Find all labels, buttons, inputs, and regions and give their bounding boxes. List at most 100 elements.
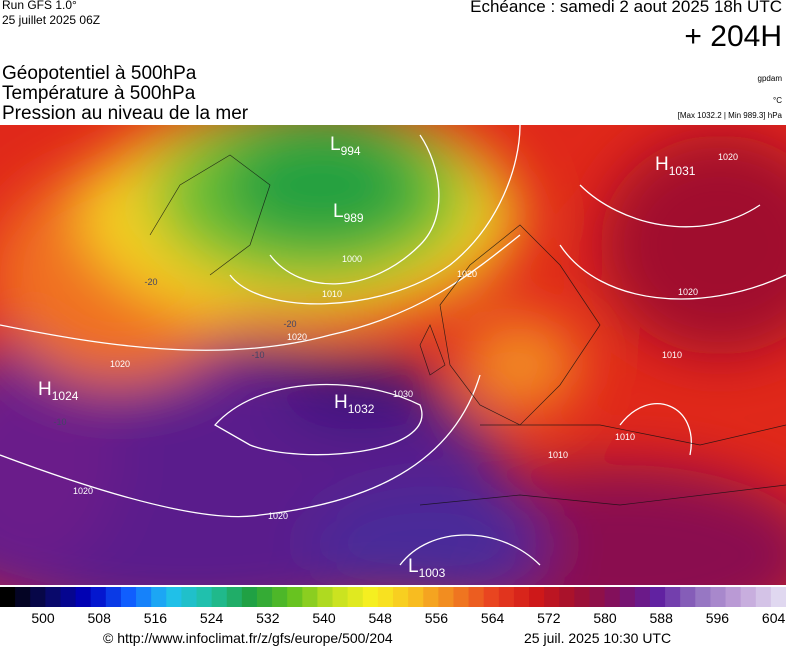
- run-date: 25 juillet 2025 06Z: [2, 13, 101, 27]
- scale-swatch: [740, 587, 757, 607]
- scale-swatch: [181, 587, 197, 607]
- scale-swatch: [529, 587, 545, 607]
- valid-time: Echéance : samedi 2 aout 2025 18h UTC: [470, 0, 782, 16]
- center-value: 1032: [348, 402, 375, 416]
- scale-swatch: [362, 587, 379, 607]
- scale-swatch: [151, 587, 167, 607]
- unit: [Max 1032.2 | Min 989.3] hPa: [677, 111, 782, 120]
- offset: + 204H: [684, 20, 782, 53]
- unit: °C: [773, 96, 782, 105]
- contour-label: 1010: [548, 450, 568, 460]
- unit: gpdam: [757, 74, 782, 83]
- scale-label: 516: [143, 610, 168, 626]
- scale-swatch: [649, 587, 666, 607]
- contour-label: 1010: [615, 432, 635, 442]
- scale-swatch: [211, 587, 228, 607]
- scale-swatch: [408, 587, 424, 607]
- contour-label: -10: [53, 417, 66, 427]
- scale-swatch: [665, 587, 681, 607]
- scale-label: 588: [649, 610, 673, 626]
- contour-label: 1020: [287, 332, 307, 342]
- scale-swatch: [559, 587, 575, 607]
- scale-label: 564: [480, 610, 505, 626]
- scale-swatch: [347, 587, 364, 607]
- scale-swatch: [423, 587, 439, 607]
- contour-label: 1010: [322, 289, 342, 299]
- contour-label: 1010: [662, 350, 682, 360]
- scale-swatch: [241, 587, 258, 607]
- pressure-center: H1024: [38, 379, 79, 403]
- scale-swatch: [393, 587, 409, 607]
- layer: Température à 500hPa: [2, 83, 196, 104]
- center-value: 1003: [419, 566, 446, 580]
- scale-swatch: [287, 587, 303, 607]
- scale-swatch: [317, 587, 334, 607]
- contour-label: 1020: [73, 486, 93, 496]
- center-value: 994: [341, 144, 361, 158]
- contour-label: -20: [144, 277, 157, 287]
- pressure-center: H1031: [655, 154, 696, 178]
- scale-label: 500: [31, 610, 55, 626]
- contour-label: 1020: [110, 359, 130, 369]
- source-url: © http://www.infoclimat.fr/z/gfs/europe/…: [103, 630, 393, 646]
- scale-swatch: [90, 587, 107, 607]
- color-scale: [0, 587, 786, 607]
- scale-swatch: [105, 587, 122, 607]
- run: Run GFS 1.0°: [2, 0, 77, 12]
- pressure-center: L989: [333, 201, 364, 225]
- center-value: 1031: [669, 164, 696, 178]
- contour-label: 1020: [678, 287, 698, 297]
- scale-swatch: [483, 587, 500, 607]
- scale-swatch: [468, 587, 485, 607]
- scale-label: 596: [705, 610, 730, 626]
- pressure-center: L994: [330, 134, 361, 158]
- center-letter: H: [655, 154, 669, 175]
- scale-swatch: [166, 587, 182, 607]
- contour-label: 1020: [718, 152, 738, 162]
- contour-label: -20: [283, 319, 296, 329]
- center-letter: L: [408, 556, 419, 577]
- scale-swatch: [226, 587, 243, 607]
- scale-swatch: [60, 587, 77, 607]
- scale-swatch: [453, 587, 470, 607]
- center-letter: H: [334, 392, 348, 413]
- contour-label: 1020: [457, 269, 477, 279]
- scale-label: 556: [424, 610, 449, 626]
- timestamp: 25 juil. 2025 10:30 UTC: [524, 630, 672, 646]
- scale-swatch: [680, 587, 696, 607]
- scale-label: 524: [199, 610, 224, 626]
- scale-label: 572: [537, 610, 561, 626]
- contour-label: 1020: [268, 511, 288, 521]
- scale-label: 604: [761, 610, 786, 626]
- center-letter: H: [38, 379, 52, 400]
- center-letter: L: [333, 201, 344, 222]
- center-value: 989: [344, 211, 364, 225]
- layer: Pression au niveau de la mer: [2, 103, 249, 124]
- scale-swatch: [256, 587, 273, 607]
- contour-label: 1030: [393, 389, 413, 399]
- scale-swatch: [0, 587, 16, 607]
- pressure-center: H1032: [334, 392, 375, 416]
- scale-label: 540: [312, 610, 336, 626]
- scale-swatch: [438, 587, 454, 607]
- pressure-center: L1003: [408, 556, 446, 580]
- scale-swatch: [574, 587, 590, 607]
- scale-swatch: [725, 587, 742, 607]
- scale-swatch: [513, 587, 530, 607]
- scale-swatch: [75, 587, 92, 607]
- scale-swatch: [710, 587, 727, 607]
- center-letter: L: [330, 134, 341, 155]
- scale-swatch: [498, 587, 515, 607]
- scale-label: 548: [368, 610, 392, 626]
- layer: Géopotentiel à 500hPa: [2, 63, 197, 84]
- center-value: 1024: [52, 389, 79, 403]
- scale-swatch: [136, 587, 152, 607]
- scale-swatch: [45, 587, 61, 607]
- scale-swatch: [15, 587, 31, 607]
- scale-swatch: [544, 587, 560, 607]
- scale-swatch: [755, 587, 772, 607]
- scale-swatch: [604, 587, 621, 607]
- scale-swatch: [619, 587, 636, 607]
- scale-swatch: [302, 587, 318, 607]
